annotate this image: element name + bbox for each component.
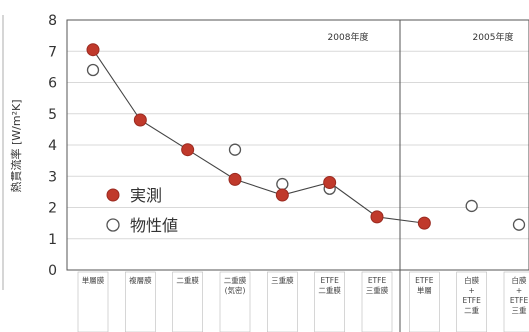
period-label-2008: 2008年度: [328, 31, 369, 43]
x-category-box: [77, 271, 109, 332]
point-property: [228, 143, 242, 156]
x-category-labels: 単層膜 複層膜 二重膜 二重膜(気密)三重膜 ETFE二重膜ETFE三重膜ETFE単層白…: [77, 271, 529, 332]
period-label-2005: 2005年度: [473, 31, 514, 43]
x-category-box: [125, 271, 156, 332]
point-measured: [86, 43, 100, 57]
y-tick-label: 8: [48, 13, 57, 29]
x-category-label: 白膜: [464, 275, 479, 285]
y-tick-label: 2: [48, 201, 57, 217]
legend-label-measured: 実測: [130, 186, 162, 205]
legend-label-property: 物性値: [130, 216, 178, 235]
x-category-label: 二重膜: [176, 275, 199, 285]
x-category-box: [267, 271, 298, 332]
y-tick-label: 7: [48, 44, 57, 60]
point-property: [465, 199, 478, 213]
x-category-label: 三重膜: [366, 285, 389, 295]
x-category-box: [172, 271, 203, 332]
point-property: [276, 177, 289, 191]
x-category-box: [503, 271, 529, 332]
x-category-label: 単層: [417, 285, 432, 295]
point-property: [86, 63, 100, 77]
point-property: [512, 218, 526, 231]
x-category-box: [456, 271, 487, 332]
point-measured: [275, 188, 289, 202]
x-category-label: ETFE: [320, 276, 339, 285]
y-tick-label: 0: [48, 263, 57, 279]
x-category-label: ETFE: [415, 276, 434, 285]
legend: 実測 物性値: [106, 186, 178, 235]
x-category-label: 二重膜: [318, 285, 341, 295]
x-category-label: ETFE: [462, 296, 481, 305]
data-points: [86, 43, 526, 231]
legend-marker-property: [106, 218, 120, 232]
y-tick-labels: 0 1 2 3 4 5 6 7 8: [48, 13, 57, 279]
series-line-measured: [92, 49, 425, 224]
y-axis-label: 熱貫流率 [W/m²K]: [9, 99, 23, 192]
y-tick-label: 5: [48, 107, 57, 123]
point-measured: [370, 210, 384, 224]
y-tick-label: 3: [48, 169, 57, 185]
x-category-label: +: [516, 286, 522, 295]
x-category-label: +: [469, 286, 475, 295]
x-category-box: [219, 271, 251, 332]
point-measured: [323, 176, 337, 189]
legend-marker-measured: [106, 188, 120, 202]
measured-line: [92, 49, 425, 224]
gridlines: [67, 50, 529, 240]
x-category-label: ETFE: [510, 296, 529, 305]
x-category-box: [361, 271, 393, 332]
point-measured: [133, 113, 147, 127]
x-category-label: 単層膜: [82, 275, 105, 285]
y-tick-label: 1: [48, 232, 57, 248]
x-category-label: 三重: [512, 306, 527, 315]
y-tick-label: 6: [48, 76, 57, 92]
point-measured: [417, 216, 431, 230]
x-category-label: (気密): [225, 285, 246, 295]
x-category-label: ETFE: [368, 276, 387, 285]
x-category-box: [409, 271, 440, 332]
x-category-label: 二重膜: [224, 275, 247, 285]
y-tick-label: 4: [48, 138, 57, 154]
x-category-label: 白膜: [512, 275, 527, 285]
point-measured: [181, 143, 195, 157]
x-category-label: 二重: [464, 306, 479, 315]
plot-frame: [66, 19, 529, 271]
x-category-label: 複層膜: [129, 275, 152, 285]
point-measured: [228, 172, 242, 186]
x-category-label: 三重膜: [271, 275, 294, 285]
x-category-box: [314, 271, 345, 332]
